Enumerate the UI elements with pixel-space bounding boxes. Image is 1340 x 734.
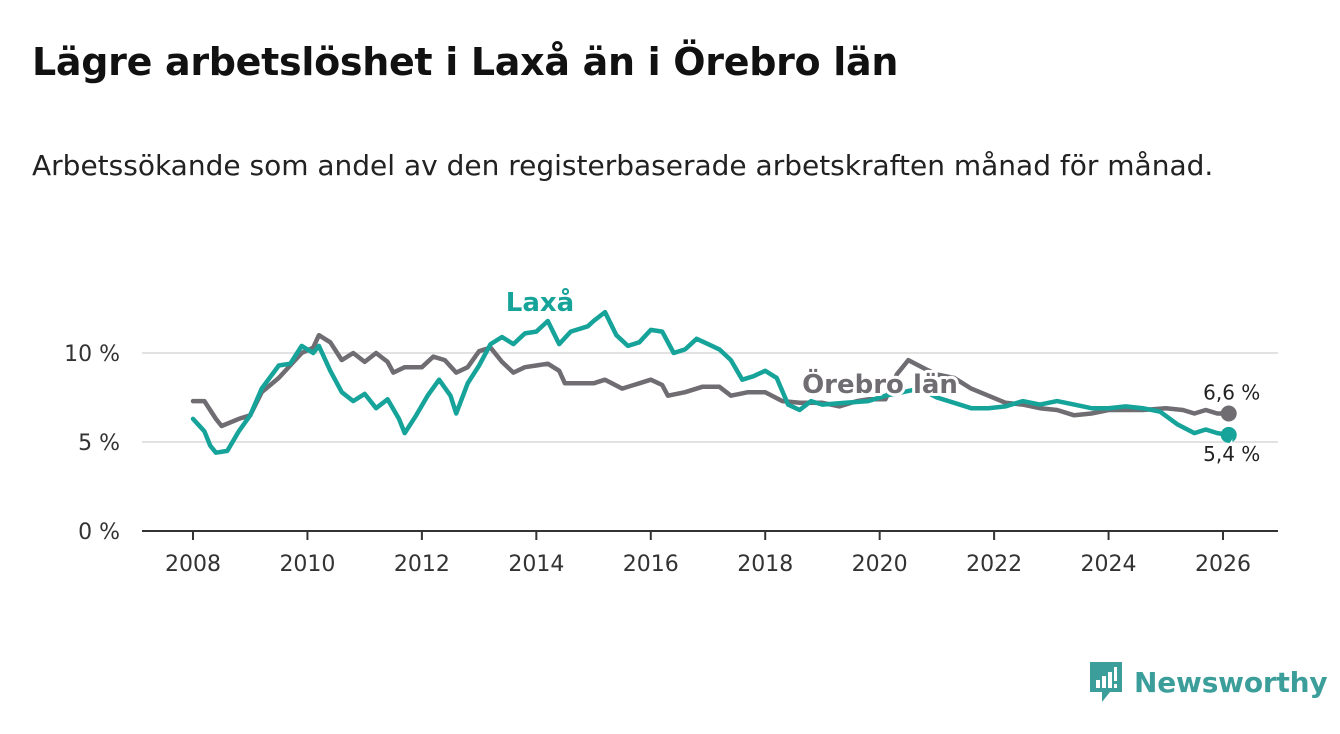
x-tick-label: 2026: [1195, 552, 1251, 577]
series-end-dot-laxa: [1220, 426, 1237, 443]
chart-title: Lägre arbetslöshet i Laxå än i Örebro lä…: [32, 40, 899, 84]
series-end-label-laxa: 5,4 %: [1203, 442, 1260, 466]
chart-subtitle: Arbetssökande som andel av den registerb…: [32, 149, 1214, 182]
x-tick-label: 2014: [508, 552, 564, 577]
series-end-label-orebro: 6,6 %: [1203, 381, 1260, 405]
brand-logo: Newsworthy: [1088, 660, 1328, 704]
x-tick-label: 2008: [165, 552, 221, 577]
brand-name: Newsworthy: [1134, 665, 1328, 699]
y-tick-label: 0 %: [78, 520, 120, 545]
series-name-label-orebro: Örebro län: [802, 367, 958, 400]
x-tick-label: 2020: [852, 552, 908, 577]
x-tick-label: 2018: [737, 552, 793, 577]
x-tick-label: 2016: [623, 552, 679, 577]
x-tick-label: 2010: [279, 552, 335, 577]
y-tick-label: 5 %: [78, 431, 120, 456]
x-tick-label: 2024: [1081, 552, 1137, 577]
series-end-dot-orebro: [1220, 405, 1237, 422]
series-name-label-laxa: Laxå: [506, 286, 574, 318]
newsworthy-logo-icon: [1090, 662, 1122, 702]
series-line-orebro: [190, 332, 1231, 429]
x-tick-label: 2022: [966, 552, 1022, 577]
y-tick-label: 10 %: [64, 342, 120, 367]
x-tick-label: 2012: [394, 552, 450, 577]
series-line-laxa: [190, 309, 1231, 455]
